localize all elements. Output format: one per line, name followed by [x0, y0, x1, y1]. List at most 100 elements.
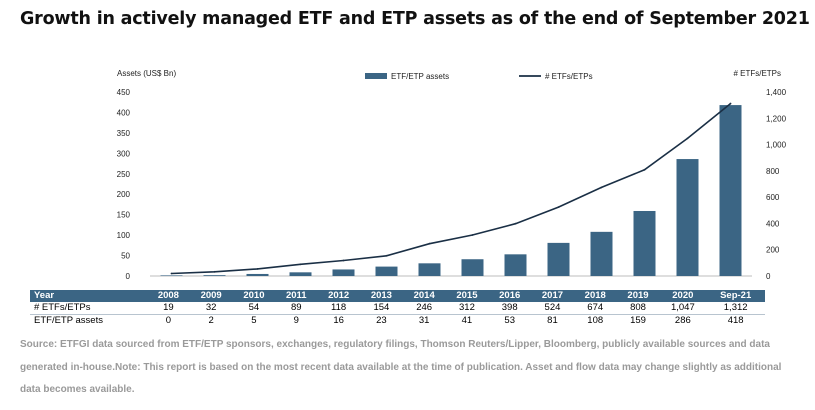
left-tick-label: 400	[117, 108, 131, 117]
table-header-year: 2013	[360, 290, 403, 302]
right-tick-label: 0	[766, 272, 771, 281]
table-cell: 312	[445, 302, 489, 315]
table-header-year: 2014	[402, 290, 446, 302]
right-tick-label: 800	[766, 167, 780, 176]
right-tick-label: 1,000	[766, 141, 787, 150]
table-row-label: ETF/ETP assets	[34, 315, 103, 326]
chart-title: Growth in actively managed ETF and ETP a…	[20, 9, 810, 29]
table-cell: 2	[208, 315, 214, 326]
table-header-year: 2009	[189, 290, 233, 302]
table-header-year: 2012	[317, 290, 361, 302]
line-point-Sep-21	[729, 102, 732, 105]
table-header-year: 2010	[232, 290, 276, 302]
table-cell: 54	[232, 302, 276, 315]
table-cell: 674	[573, 302, 617, 315]
table-row-label: # ETFs/ETPs	[30, 302, 147, 315]
table-cell: 418	[727, 315, 744, 326]
line-point-2008	[170, 272, 173, 275]
table-cell: 5	[251, 315, 257, 326]
table-cell: 89	[275, 302, 318, 315]
table-cell: 41	[461, 315, 473, 326]
left-axis-title: Assets (US$ Bn)	[117, 69, 176, 78]
table-header-year: 2018	[573, 290, 617, 302]
table-cell: 108	[587, 315, 604, 326]
table-cell: 808	[616, 302, 660, 315]
table-row: # ETFs/ETPs 19 32 54 89 118 154 246 312 398 524 674…	[30, 302, 765, 315]
table-cell: 19	[147, 302, 190, 315]
chart-plot: Assets (US$ Bn) # ETFs/ETPs 0 50 100 150 200 25…	[117, 69, 787, 281]
table-cell: 286	[674, 315, 691, 326]
table-cell: 1,047	[659, 302, 707, 315]
bar-2018	[590, 231, 613, 276]
table-header-label: Year	[30, 290, 147, 302]
bar-2019	[633, 210, 656, 276]
table-header-year: 2020	[659, 290, 707, 302]
table-cell: 23	[376, 315, 387, 326]
table-header-year: 2017	[531, 290, 574, 302]
source-note: Source: ETFGI data sourced from ETF/ETP …	[20, 339, 782, 395]
bar-2013	[375, 266, 398, 276]
line-point-2015	[471, 234, 474, 236]
bar-2012	[332, 269, 355, 276]
left-tick-label: 250	[117, 170, 131, 179]
right-tick-label: 400	[766, 219, 780, 228]
table-cell: 398	[488, 302, 532, 315]
legend-swatch-bar	[365, 73, 387, 79]
bar-Sep-21	[719, 105, 742, 276]
right-tick-label: 200	[766, 246, 780, 255]
left-tick-label: 150	[117, 211, 131, 220]
left-tick-label: 450	[117, 88, 131, 97]
line-etfs-etps	[171, 102, 732, 275]
right-tick-label: 1,200	[766, 114, 787, 123]
line-point-2012	[342, 259, 345, 262]
line-point-2016	[514, 222, 517, 225]
line-point-2020	[686, 137, 689, 140]
table-cell: 32	[189, 302, 233, 315]
table-header-year: 2016	[488, 290, 532, 302]
bar-2014	[418, 263, 441, 276]
line-point-2014	[428, 242, 431, 245]
table-cell: 53	[504, 315, 515, 326]
data-table: Year 2008 2009 2010 2011 2012 2013 2014 2015 2016…	[30, 290, 765, 327]
right-tick-label: 1,400	[766, 88, 787, 97]
bar-2009	[203, 275, 226, 276]
table-header-year: 2019	[616, 290, 660, 302]
line-point-2009	[213, 270, 216, 273]
table-row: ETF/ETP assets 0 2 5 9 16 23 31 41 53 81 108 159 286 4…	[30, 315, 765, 328]
table-cell: 159	[630, 315, 646, 326]
line-point-2017	[557, 206, 560, 209]
left-tick-label: 50	[121, 252, 130, 261]
table-cell: 1,312	[706, 302, 765, 315]
table-cell: 31	[418, 315, 430, 326]
right-axis-title: # ETFs/ETPs	[733, 69, 781, 78]
bar-2015	[461, 259, 484, 276]
table-header-year: 2015	[445, 290, 489, 302]
bar-2010	[246, 273, 269, 276]
left-tick-label: 0	[126, 272, 131, 281]
left-tick-label: 300	[117, 149, 131, 158]
table-cell: 118	[317, 302, 361, 315]
table-cell: 524	[531, 302, 574, 315]
table-cell: 154	[360, 302, 403, 315]
left-tick-label: 200	[117, 190, 131, 199]
bar-2011	[289, 272, 312, 276]
table-cell: 246	[402, 302, 446, 315]
table-header-year: 2011	[275, 290, 318, 302]
left-tick-label: 350	[117, 129, 131, 138]
table-cell: 0	[165, 315, 172, 326]
right-tick-label: 600	[766, 193, 780, 202]
table-cell: 16	[333, 315, 344, 326]
legend-label-bar: ETF/ETP assets	[391, 72, 449, 81]
bar-2008	[160, 275, 183, 276]
line-point-2013	[385, 254, 388, 257]
line-point-2018	[600, 186, 603, 189]
line-point-2011	[299, 263, 302, 266]
table-header-year: 2008	[147, 290, 190, 302]
bar-2017	[547, 242, 570, 276]
line-point-2019	[643, 168, 646, 171]
line-point-2010	[256, 268, 259, 270]
bar-2020	[676, 159, 699, 276]
left-tick-label: 100	[117, 231, 131, 240]
bar-2016	[504, 254, 527, 276]
table-cell: 81	[547, 315, 558, 326]
